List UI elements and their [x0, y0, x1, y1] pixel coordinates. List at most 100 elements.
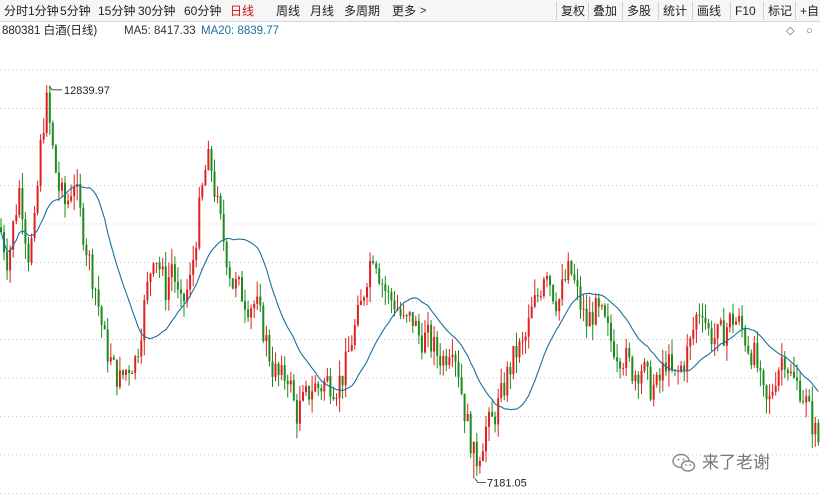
candle-body	[420, 335, 423, 353]
candle-body	[771, 392, 774, 396]
candle-body	[225, 241, 228, 268]
wechat-logo-icon	[672, 453, 696, 472]
f10-button[interactable]: F10	[735, 4, 756, 18]
candle-body	[610, 323, 612, 341]
candle-body	[686, 346, 689, 371]
candle-body	[738, 316, 741, 322]
toolbar-divider	[763, 2, 764, 20]
candle-body	[567, 261, 570, 280]
candle-body	[180, 289, 182, 294]
stats-button[interactable]: 统计	[663, 4, 688, 18]
candle-body	[283, 365, 286, 381]
candle-body	[750, 352, 753, 365]
candle-body	[100, 306, 103, 325]
candle-body	[631, 357, 634, 382]
toolbar-divider	[622, 2, 623, 20]
period-tab-fenshi[interactable]: 分时	[4, 4, 29, 18]
period-tab-more[interactable]: 更多	[392, 4, 417, 18]
chevron-right-icon[interactable]: >	[420, 5, 427, 17]
candle-body	[39, 139, 42, 187]
candle-body	[753, 342, 756, 365]
candle-body	[21, 188, 24, 220]
candle-body	[311, 391, 314, 400]
period-tab-5min[interactable]: 5分钟	[60, 4, 91, 18]
candle-body	[637, 374, 640, 384]
candle-body	[317, 383, 320, 388]
toolbar-divider	[730, 2, 731, 20]
toolbar-divider	[556, 2, 557, 20]
period-tab-week[interactable]: 周线	[276, 4, 301, 18]
candle-body	[134, 356, 137, 374]
candle-body	[628, 348, 631, 358]
candle-body	[384, 284, 387, 291]
candle-body	[42, 133, 45, 140]
mark-button[interactable]: 标记	[768, 4, 793, 18]
candle-body	[768, 395, 771, 400]
overlay-button[interactable]: 叠加	[593, 4, 618, 18]
candle-body	[594, 298, 597, 325]
candle-body	[652, 384, 655, 400]
candle-body	[485, 426, 487, 452]
diamond-icon[interactable]: ◇	[786, 25, 795, 37]
candle-body	[558, 299, 561, 312]
period-tab-1min[interactable]: 1分钟	[28, 4, 59, 18]
period-tab-month[interactable]: 月线	[310, 4, 335, 18]
candle-body	[780, 357, 783, 371]
candle-body	[158, 262, 161, 270]
candle-body	[759, 368, 762, 371]
ma5-value: MA5: 8417.33	[124, 25, 196, 37]
candle-body	[201, 185, 204, 198]
candle-body	[387, 290, 390, 293]
candle-body	[515, 345, 518, 358]
candle-body	[335, 398, 338, 400]
candle-body	[619, 361, 622, 369]
candle-body	[622, 367, 625, 369]
candle-body	[67, 200, 70, 205]
candle-body	[24, 219, 27, 244]
candle-body	[115, 359, 118, 387]
candle-body	[308, 386, 311, 400]
candle-body	[189, 274, 192, 290]
candle-body	[591, 312, 594, 325]
period-tab-multi[interactable]: 多周期	[344, 4, 381, 18]
ma20-line	[0, 184, 819, 411]
period-tab-15min[interactable]: 15分钟	[98, 4, 136, 18]
candle-body	[45, 92, 48, 133]
period-tab-30min[interactable]: 30分钟	[138, 4, 176, 18]
fuquan-button[interactable]: 复权	[561, 4, 586, 18]
candle-body	[122, 370, 124, 375]
candle-body	[747, 345, 750, 353]
candle-body	[323, 381, 326, 392]
candle-body	[61, 182, 63, 191]
candle-body	[817, 422, 820, 442]
candle-body	[195, 247, 198, 260]
candle-body	[634, 374, 637, 382]
candle-body	[213, 171, 216, 197]
period-tab-day[interactable]: 日线	[230, 4, 255, 18]
candle-body	[0, 227, 2, 232]
candle-body	[789, 371, 792, 374]
candle-body	[741, 316, 744, 329]
candle-body	[491, 412, 494, 417]
candle-body	[765, 385, 768, 400]
candle-body	[73, 186, 76, 197]
candle-body	[692, 329, 695, 339]
candle-body	[732, 313, 734, 325]
candle-body	[341, 375, 344, 386]
add-button[interactable]: +自	[800, 4, 820, 18]
candle-body	[51, 122, 54, 146]
candle-body	[433, 337, 436, 352]
chart-toolbar: 分时 1分钟 5分钟 15分钟 30分钟 60分钟 日线 周线 月线 多周期 更多 > 复权 叠加 多股 统计…	[0, 0, 820, 22]
candle-body	[363, 297, 365, 301]
draw-line-button[interactable]: 画线	[697, 4, 722, 18]
toolbar-divider	[692, 2, 693, 20]
candle-body	[347, 350, 350, 352]
close-icon[interactable]: ○	[806, 25, 813, 37]
period-tab-60min[interactable]: 60分钟	[184, 4, 222, 18]
candle-body	[12, 221, 15, 250]
candle-body	[393, 300, 396, 310]
candle-body	[411, 312, 414, 326]
multi-stock-button[interactable]: 多股	[627, 4, 652, 18]
candle-body	[606, 316, 609, 323]
candle-body	[695, 314, 698, 330]
